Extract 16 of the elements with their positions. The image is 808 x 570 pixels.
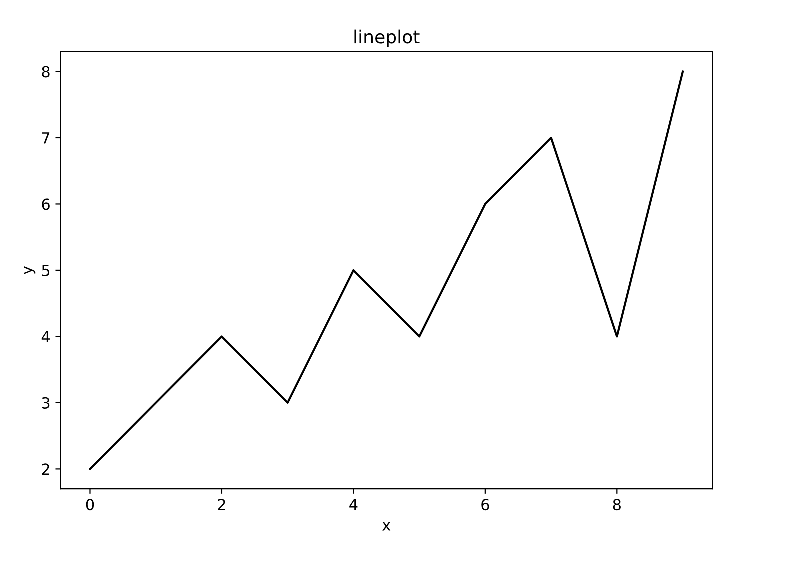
y-tick-label: 3 <box>42 397 50 409</box>
x-tick-label: 6 <box>482 499 490 511</box>
y-tick-label: 5 <box>42 265 50 276</box>
y-tick-label: 6 <box>42 198 50 210</box>
y-tick-label: 8 <box>42 66 50 78</box>
y-axis-title: y <box>24 266 36 275</box>
x-tick-label: 0 <box>86 499 94 511</box>
x-tick-label: 2 <box>218 499 226 510</box>
line-series <box>89 70 684 470</box>
y-tick-label: 2 <box>42 464 50 475</box>
x-axis-title: x <box>382 522 391 531</box>
y-tick-label: 7 <box>42 132 50 144</box>
chart-title: lineplot <box>354 30 420 48</box>
x-tick-label: 4 <box>350 499 358 510</box>
y-tick-label: 4 <box>42 331 50 343</box>
x-tick-label: 8 <box>613 499 621 511</box>
